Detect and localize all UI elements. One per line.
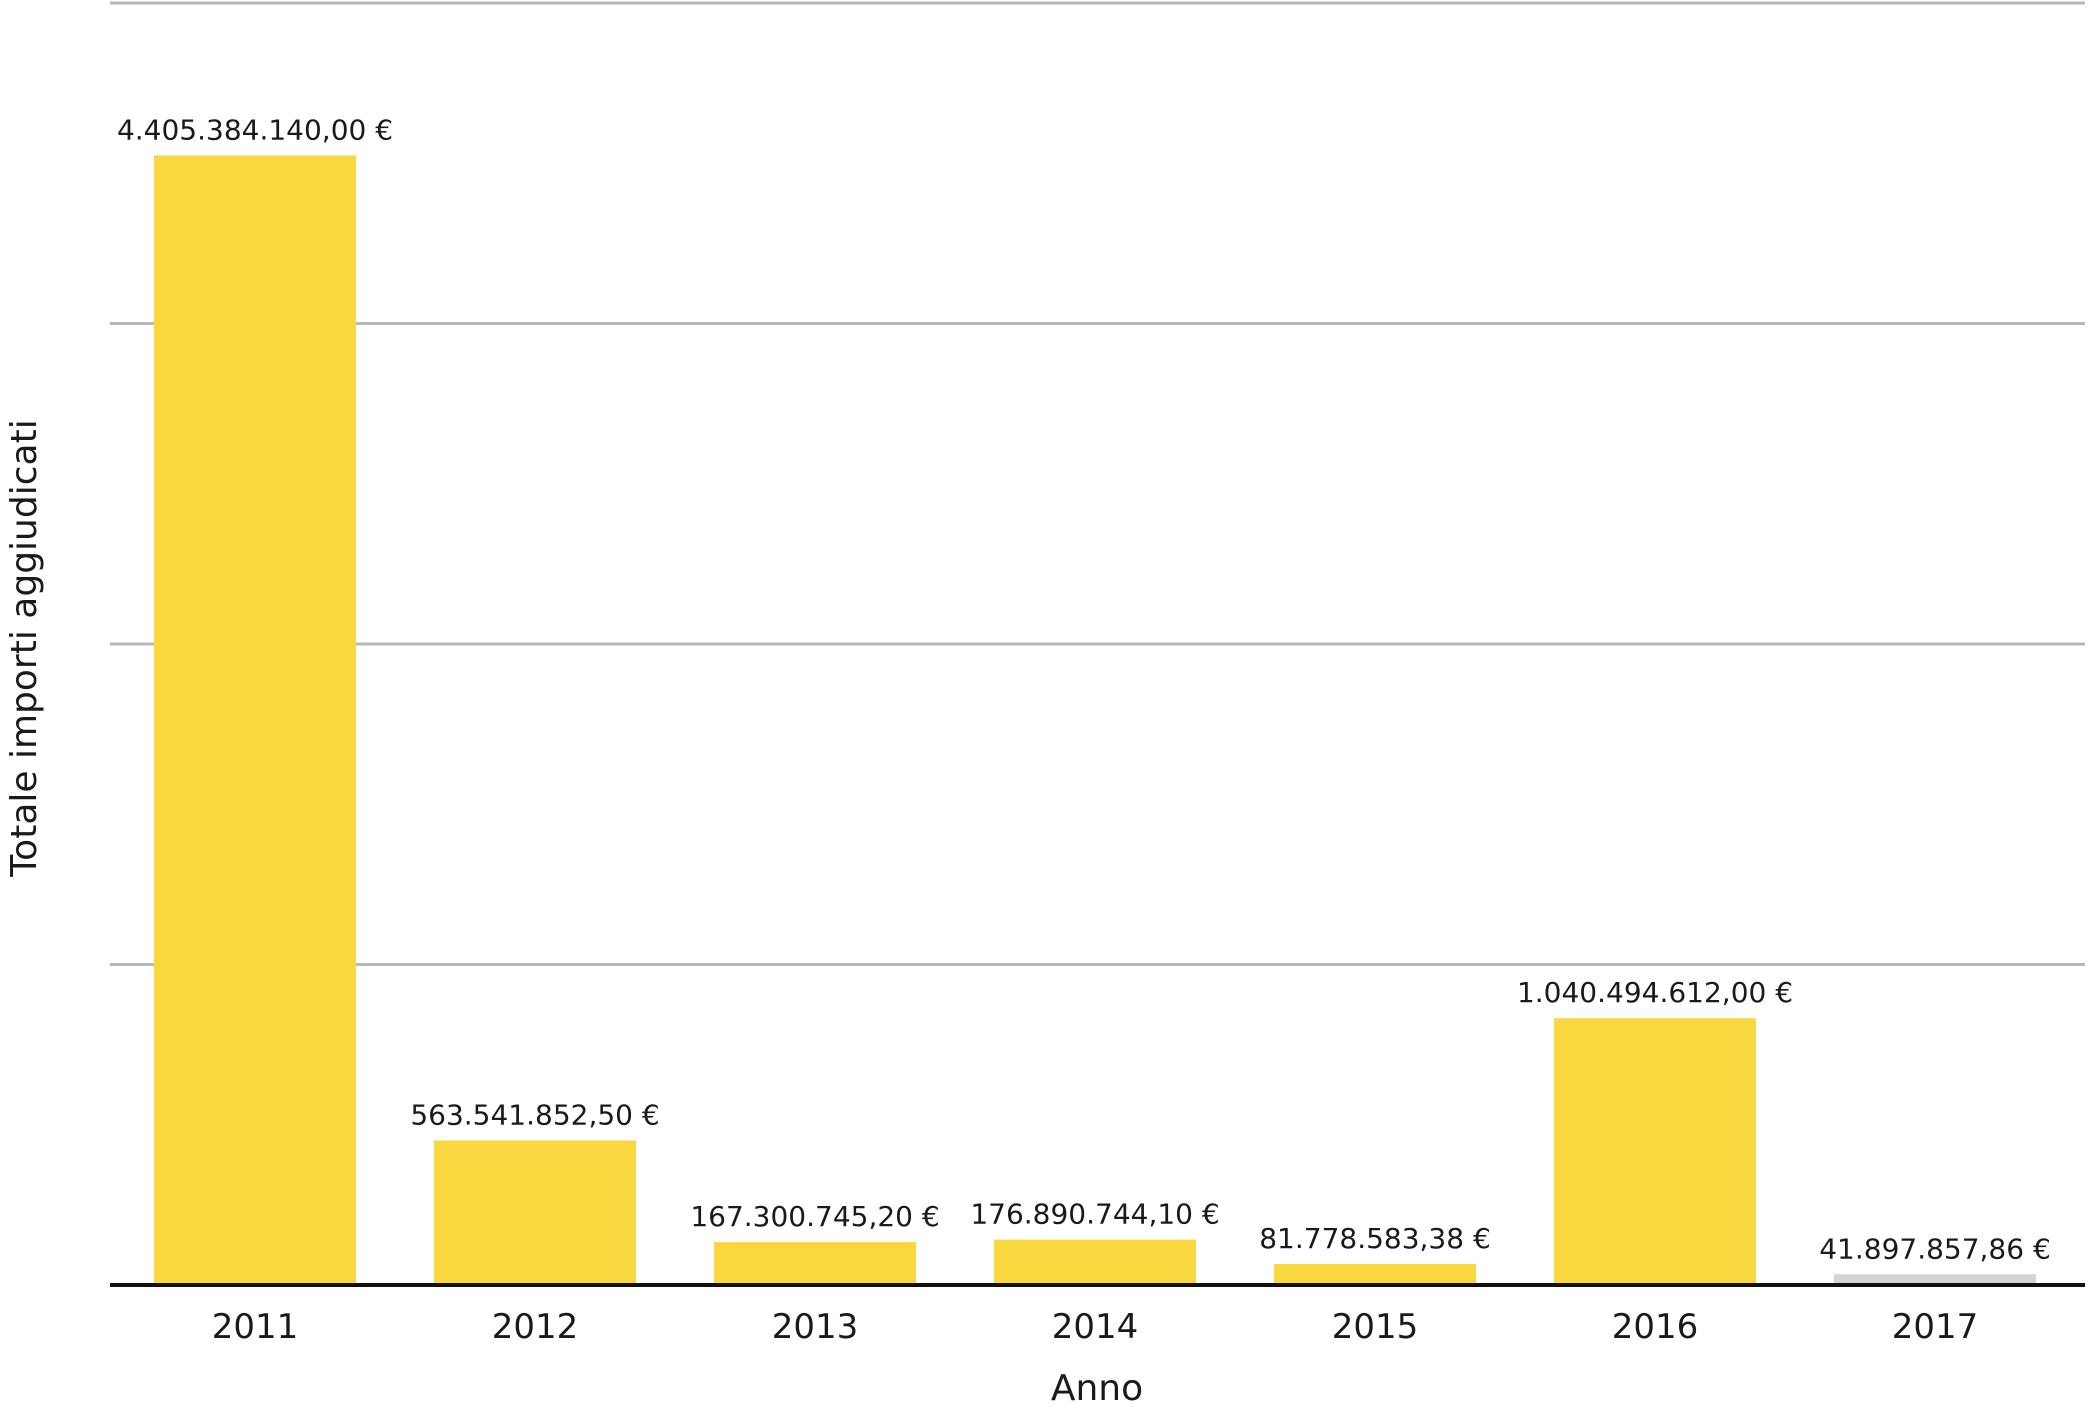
value-label-2012: 563.541.852,50 € xyxy=(410,1099,659,1132)
value-label-2017: 41.897.857,86 € xyxy=(1819,1232,2051,1265)
x-tick-2014: 2014 xyxy=(1052,1307,1139,1347)
bar-2013 xyxy=(714,1242,916,1285)
x-tick-2016: 2016 xyxy=(1612,1307,1699,1347)
bar-2012 xyxy=(434,1140,636,1285)
y-axis-title: Totale importi aggiudicati xyxy=(4,419,45,877)
bar-2011 xyxy=(154,155,356,1286)
x-tick-2012: 2012 xyxy=(492,1307,579,1347)
bar-2014 xyxy=(994,1239,1196,1285)
bar-2017 xyxy=(1834,1274,2036,1285)
value-label-2013: 167.300.745,20 € xyxy=(690,1200,939,1233)
bars xyxy=(154,155,2036,1286)
x-tick-labels: 2011 2012 2013 2014 2015 2016 2017 xyxy=(212,1307,1979,1347)
value-label-2011: 4.405.384.140,00 € xyxy=(117,113,393,146)
value-labels: 4.405.384.140,00 € 563.541.852,50 € 167.30… xyxy=(117,113,2051,1265)
x-tick-2011: 2011 xyxy=(212,1307,299,1347)
x-tick-2015: 2015 xyxy=(1332,1307,1419,1347)
bar-2015 xyxy=(1274,1264,1476,1285)
value-label-2015: 81.778.583,38 € xyxy=(1259,1222,1491,1255)
x-axis-title: Anno xyxy=(1051,1368,1143,1409)
x-tick-2017: 2017 xyxy=(1892,1307,1979,1347)
value-label-2016: 1.040.494.612,00 € xyxy=(1517,976,1793,1009)
x-tick-2013: 2013 xyxy=(772,1307,859,1347)
grid-lines xyxy=(110,1,2085,966)
value-label-2014: 176.890.744,10 € xyxy=(970,1198,1219,1231)
bar-2016 xyxy=(1554,1018,1756,1285)
